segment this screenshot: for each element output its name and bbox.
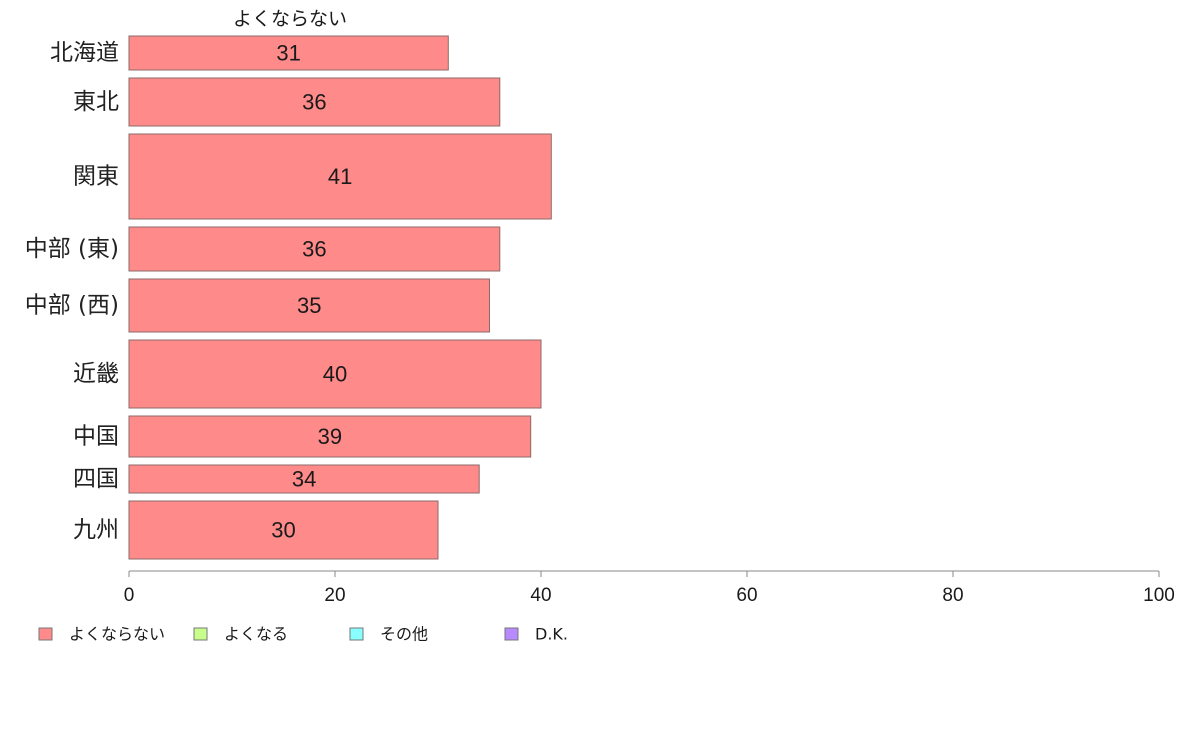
x-tick-label: 20 bbox=[324, 585, 345, 606]
category-label: 四国 bbox=[73, 466, 119, 492]
category-label: 関東 bbox=[73, 164, 119, 190]
bar-8 bbox=[128, 464, 480, 494]
bar-value-label: 34 bbox=[292, 467, 316, 492]
legend-swatch bbox=[504, 627, 519, 641]
bars: 31 北海道 36 東北 41 関東 36 中部 (東) 35 中部 (西) 40 近畿 39 中国 34 四… bbox=[25, 35, 552, 560]
bar-value-label: 39 bbox=[318, 424, 342, 449]
x-tick-label: 80 bbox=[942, 585, 963, 606]
bar-3 bbox=[128, 133, 552, 220]
bar-5 bbox=[128, 278, 490, 333]
legend-label: よくなる bbox=[224, 625, 288, 644]
bar-value-label: 36 bbox=[302, 237, 326, 262]
legend-swatch bbox=[38, 627, 53, 641]
x-axis: 0 20 40 60 80 100 bbox=[124, 570, 1175, 606]
bar-1 bbox=[128, 35, 449, 71]
bar-value-label: 31 bbox=[276, 41, 300, 66]
series-header: よくならない bbox=[233, 8, 347, 30]
bar-value-label: 40 bbox=[323, 362, 347, 387]
category-label: 北海道 bbox=[50, 40, 119, 66]
legend: よくならない よくなる その他 D.K. bbox=[38, 625, 568, 644]
category-label: 中部 (西) bbox=[25, 293, 119, 319]
legend-label: D.K. bbox=[535, 625, 568, 644]
bar-2 bbox=[128, 77, 501, 127]
bar-6 bbox=[128, 339, 542, 409]
x-tick-label: 60 bbox=[736, 585, 757, 606]
x-tick-label: 40 bbox=[530, 585, 551, 606]
bar-value-label: 30 bbox=[271, 518, 295, 543]
category-label: 東北 bbox=[73, 89, 119, 115]
category-label: 九州 bbox=[73, 517, 119, 543]
x-tick-label: 0 bbox=[124, 585, 135, 606]
bar-4 bbox=[128, 226, 501, 272]
legend-label: その他 bbox=[380, 625, 428, 644]
bar-9 bbox=[128, 500, 439, 560]
legend-label: よくならない bbox=[69, 625, 165, 644]
legend-swatch bbox=[193, 627, 208, 641]
category-label: 近畿 bbox=[73, 361, 119, 387]
bar-value-label: 41 bbox=[328, 164, 352, 189]
bar-7 bbox=[128, 415, 532, 458]
bar-value-label: 36 bbox=[302, 90, 326, 115]
category-label: 中国 bbox=[73, 424, 119, 450]
category-label: 中部 (東) bbox=[25, 236, 119, 262]
legend-swatch bbox=[349, 627, 364, 641]
bar-value-label: 35 bbox=[297, 293, 321, 318]
x-tick-label: 100 bbox=[1143, 585, 1175, 606]
